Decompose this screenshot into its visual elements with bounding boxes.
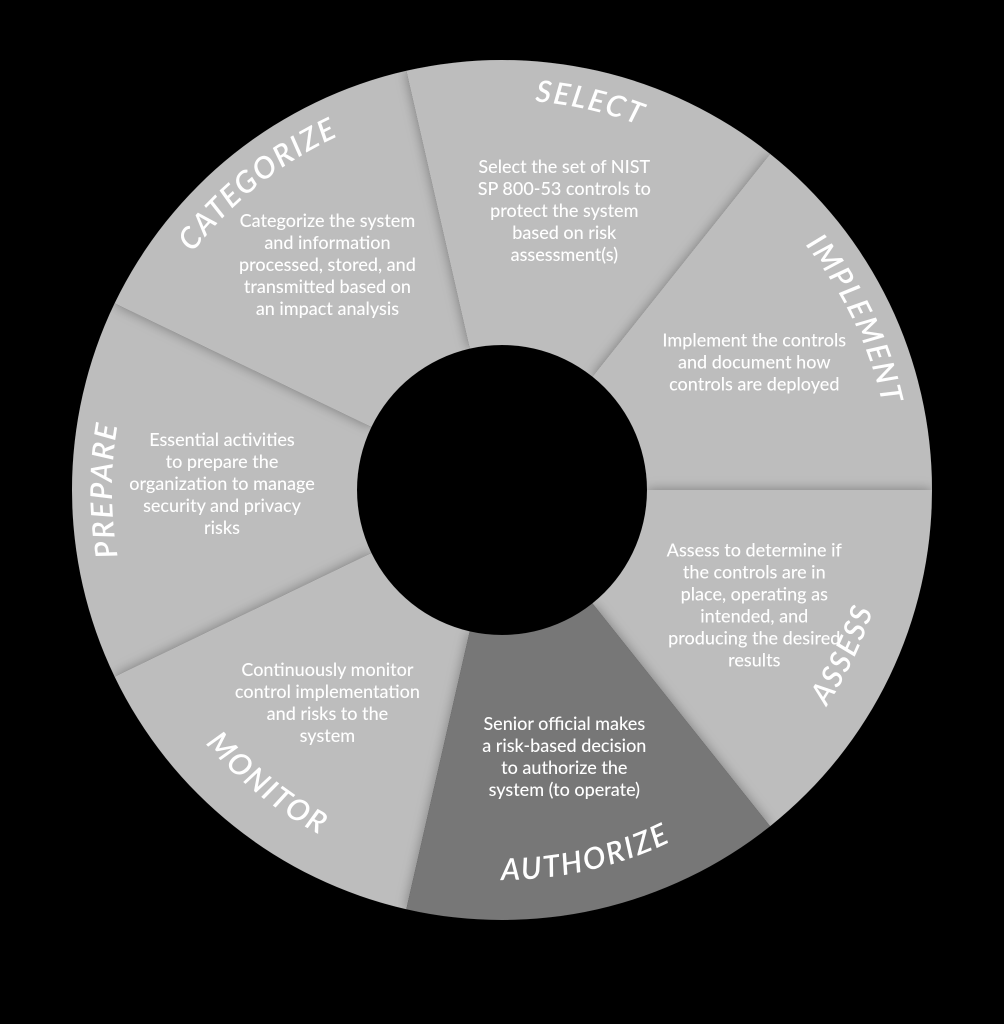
segment-title-prepare: PREPARE xyxy=(83,419,125,561)
donut-svg: PREPARECATEGORIZESELECTIMPLEMENTASSESSAU… xyxy=(0,0,1004,1024)
segment-desc-categorize: Categorize the systemand informationproc… xyxy=(239,209,416,319)
rmf-wheel-diagram: PREPARECATEGORIZESELECTIMPLEMENTASSESSAU… xyxy=(0,0,1004,1024)
segment-desc-implement: Implement the controlsand document howco… xyxy=(662,329,846,395)
segment-desc-authorize: Senior official makesa risk-based decisi… xyxy=(482,712,646,800)
